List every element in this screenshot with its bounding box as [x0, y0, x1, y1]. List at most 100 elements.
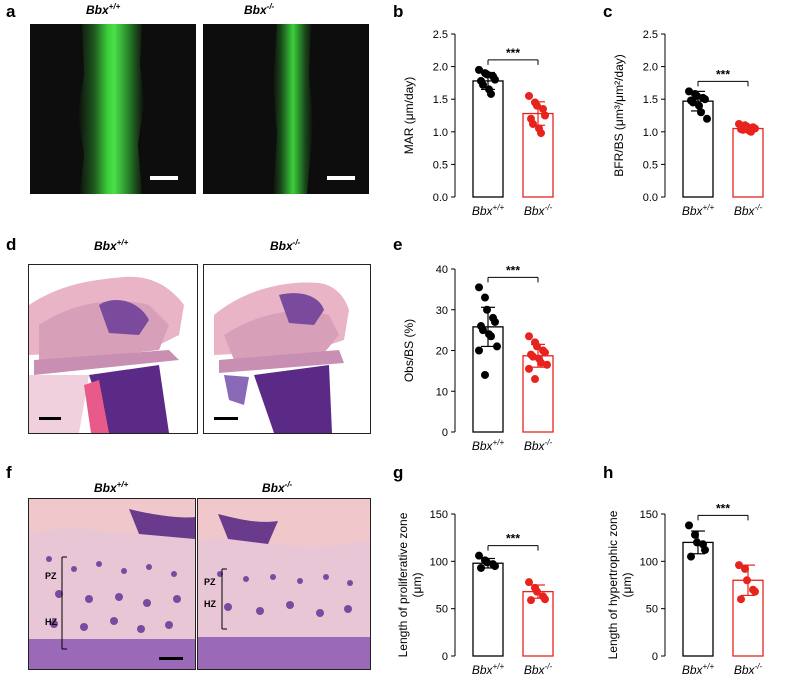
y-axis-label: Length of proliferative zone: [396, 512, 410, 657]
data-point: [737, 595, 745, 604]
y-tick-label: 2.5: [643, 29, 658, 41]
y-tick-label: 20: [436, 346, 448, 358]
bar: [522, 590, 554, 657]
data-point: [487, 332, 495, 341]
genotype-label-a-ko: Bbx-/-: [244, 2, 275, 17]
genotype-label-f-ko: Bbx-/-: [262, 480, 293, 495]
y-tick-label: 40: [436, 264, 448, 276]
data-point: [493, 342, 501, 351]
fluorescence-image-wt: [30, 24, 196, 194]
data-point: [481, 293, 489, 302]
y-axis-label: (μm): [620, 573, 634, 598]
data-point: [483, 70, 491, 79]
fluorescence-image-ko: [203, 24, 369, 194]
data-point: [695, 101, 703, 110]
y-tick-label: 0.5: [643, 159, 658, 171]
x-tick-label: Bbx-/-: [524, 438, 553, 453]
data-point: [475, 283, 483, 292]
data-point: [527, 596, 535, 605]
data-point: [537, 358, 545, 367]
data-point: [685, 87, 693, 96]
data-point: [491, 317, 499, 326]
data-point: [685, 521, 693, 530]
hypertrophic-zone-label-ko: HZ: [204, 599, 216, 609]
y-tick-label: 1.5: [433, 94, 448, 106]
y-tick-label: 2.0: [643, 62, 658, 74]
panel-letter-e: e: [393, 235, 403, 254]
y-tick-label: 100: [430, 556, 448, 568]
panel-letter-b: b: [393, 2, 404, 21]
data-point: [483, 558, 491, 567]
data-point: [525, 91, 533, 100]
proliferative-zone-label-ko: PZ: [204, 577, 216, 587]
chart-e-obs-bs: 0 10 20 30 40 Obs/BS (%) Bbx+/+ Bbx-/- ***: [402, 263, 554, 453]
data-point: [703, 114, 711, 123]
data-point: [539, 104, 547, 113]
data-point: [701, 95, 709, 104]
data-point: [697, 108, 705, 117]
data-point: [529, 352, 537, 361]
he-image-wt: [28, 264, 198, 434]
data-point: [743, 576, 751, 585]
panel-letter-f: f: [6, 463, 12, 482]
y-axis-label: MAR (μm/day): [402, 77, 416, 155]
data-point: [533, 587, 541, 596]
data-point: [525, 364, 533, 373]
y-axis-label: Obs/BS (%): [402, 319, 416, 382]
data-point: [525, 332, 533, 341]
bar: [472, 562, 504, 657]
bar: [522, 112, 554, 198]
data-point: [739, 125, 747, 134]
x-tick-label: Bbx+/+: [682, 203, 715, 218]
data-point: [735, 561, 743, 570]
hypertrophic-zone-label-wt: HZ: [45, 617, 57, 627]
y-tick-label: 150: [430, 509, 448, 521]
panel-letter-a: a: [6, 2, 16, 21]
bar: [472, 80, 504, 198]
data-point: [475, 65, 483, 74]
genotype-label-f-wt: Bbx+/+: [94, 480, 129, 495]
chart-c-bfr-bs: 0.0 0.5 1.0 1.5 2.0 2.5 BFR/BS (μm³/μm²/day) Bb…: [612, 29, 764, 218]
x-tick-label: Bbx-/-: [524, 662, 553, 677]
chart-h-hypertrophic-zone: 0 50 100 150 Length of hypertrophic zone (μm)…: [606, 501, 764, 677]
data-point: [491, 562, 499, 571]
y-tick-label: 50: [646, 604, 658, 616]
x-tick-label: Bbx-/-: [524, 203, 553, 218]
y-tick-label: 0.5: [433, 159, 448, 171]
data-point: [479, 80, 487, 89]
data-point: [543, 360, 551, 369]
y-tick-label: 50: [436, 604, 448, 616]
genotype-label-d-wt: Bbx+/+: [94, 238, 129, 253]
y-tick-label: 1.0: [643, 127, 658, 139]
y-tick-label: 0.0: [643, 192, 658, 204]
data-point: [541, 348, 549, 357]
y-tick-label: 0: [652, 651, 658, 663]
y-tick-label: 150: [640, 509, 658, 521]
data-point: [529, 119, 537, 128]
data-point: [693, 538, 701, 547]
data-point: [487, 89, 495, 98]
y-axis-label: Length of hypertrophic zone: [606, 510, 620, 659]
y-tick-label: 2.5: [433, 29, 448, 41]
significance-label: ***: [506, 532, 520, 546]
data-point: [541, 111, 549, 120]
data-point: [687, 552, 695, 561]
data-point: [741, 564, 749, 573]
data-point: [533, 101, 541, 110]
y-tick-label: 100: [640, 556, 658, 568]
x-tick-label: Bbx-/-: [734, 662, 763, 677]
y-tick-label: 30: [436, 305, 448, 317]
y-tick-label: 0.0: [433, 192, 448, 204]
bar: [732, 127, 764, 198]
data-point: [689, 98, 697, 107]
chart-b-mar: 0.0 0.5 1.0 1.5 2.0 2.5 MAR (μm/day) Bbx+/+ Bbx-…: [402, 29, 554, 218]
x-tick-label: Bbx-/-: [734, 203, 763, 218]
panel-letter-h: h: [603, 463, 614, 482]
x-tick-label: Bbx+/+: [682, 662, 715, 677]
chart-g-proliferative-zone: 0 50 100 150 Length of proliferative zone (μm…: [396, 509, 554, 677]
data-point: [537, 129, 545, 138]
x-tick-label: Bbx+/+: [472, 203, 505, 218]
y-axis-label: (μm): [410, 573, 424, 598]
y-tick-label: 0: [442, 651, 448, 663]
data-point: [481, 370, 489, 379]
